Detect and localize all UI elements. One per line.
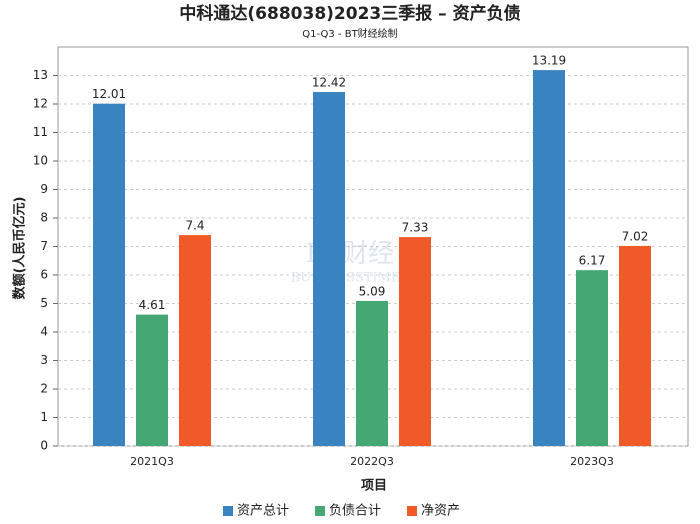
legend-swatch xyxy=(223,506,233,516)
bar xyxy=(313,92,345,446)
y-tick-label: 7 xyxy=(40,239,48,253)
bar xyxy=(619,245,651,446)
chart-subtitle: Q1-Q3 - BT财经绘制 xyxy=(302,27,397,40)
y-tick-label: 9 xyxy=(40,182,48,196)
y-tick-label: 6 xyxy=(40,268,48,282)
chart-title: 中科通达(688038)2023三季报 – 资产负债 xyxy=(179,3,520,24)
data-label: 13.19 xyxy=(532,54,566,68)
data-label: 7.33 xyxy=(402,221,429,235)
legend-label: 净资产 xyxy=(421,504,460,519)
y-tick-label: 3 xyxy=(40,353,48,367)
x-tick-label: 2022Q3 xyxy=(350,455,394,468)
bar xyxy=(533,70,565,447)
legend-label: 资产总计 xyxy=(237,504,289,519)
x-axis-label: 项目 xyxy=(361,479,387,494)
y-tick-label: 1 xyxy=(40,410,48,424)
legend-label: 负债合计 xyxy=(329,504,381,519)
data-label: 7.02 xyxy=(622,229,649,243)
y-tick-label: 2 xyxy=(40,382,48,396)
bar xyxy=(136,314,168,446)
y-tick-label: 10 xyxy=(33,154,48,168)
y-tick-label: 12 xyxy=(33,97,48,111)
y-tick-label: 11 xyxy=(33,125,48,139)
y-tick-label: 0 xyxy=(40,439,48,453)
bar xyxy=(576,270,608,446)
data-label: 12.42 xyxy=(312,76,346,90)
bar xyxy=(93,103,125,446)
data-label: 6.17 xyxy=(579,254,606,268)
y-tick-label: 5 xyxy=(40,296,48,310)
y-tick-label: 4 xyxy=(40,325,48,339)
bar xyxy=(179,235,211,446)
watermark: BUSINESSTIMES xyxy=(291,271,410,286)
x-tick-label: 2021Q3 xyxy=(130,455,174,468)
x-tick-label: 2023Q3 xyxy=(570,455,614,468)
y-tick-label: 13 xyxy=(33,68,48,82)
y-axis-label: 数额(人民币亿元) xyxy=(12,197,28,300)
legend-swatch xyxy=(315,506,325,516)
data-label: 4.61 xyxy=(139,298,166,312)
legend-swatch xyxy=(407,506,417,516)
bar xyxy=(356,300,388,446)
data-label: 5.09 xyxy=(359,284,386,298)
bar xyxy=(399,237,431,446)
y-tick-label: 8 xyxy=(40,211,48,225)
data-label: 12.01 xyxy=(92,87,126,101)
data-label: 7.4 xyxy=(185,219,204,233)
